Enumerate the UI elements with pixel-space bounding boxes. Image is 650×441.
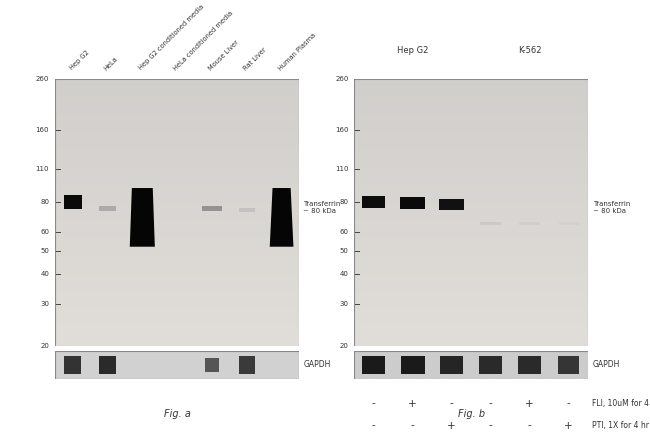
Text: +: + [564,421,573,430]
Bar [439,199,464,210]
Bar [400,197,425,209]
Bar [99,206,116,211]
Text: K-562: K-562 [518,46,541,56]
Text: 260: 260 [335,76,348,82]
Text: 160: 160 [335,127,348,133]
Text: -: - [489,421,493,430]
Polygon shape [130,188,155,247]
Text: Hep G2: Hep G2 [397,46,428,56]
Text: 50: 50 [339,248,348,254]
Bar [362,196,385,208]
Bar [519,356,541,374]
Text: -: - [567,399,571,408]
Text: Transferrin
~ 80 kDa: Transferrin ~ 80 kDa [593,201,630,214]
Text: GAPDH: GAPDH [303,360,331,370]
Bar [363,356,385,374]
Text: 30: 30 [40,301,49,307]
Bar [64,195,82,209]
Text: PTI, 1X for 4 hr: PTI, 1X for 4 hr [592,421,649,430]
Bar [519,222,541,225]
Text: 40: 40 [339,271,348,277]
Text: 30: 30 [339,301,348,307]
Text: Rat Liver: Rat Liver [242,46,268,71]
Bar [202,206,222,211]
Text: Fig. a: Fig. a [164,409,190,419]
Text: 40: 40 [40,271,49,277]
Polygon shape [270,188,293,247]
Bar [440,356,463,374]
Text: +: + [408,399,417,408]
Text: Hep G2 conditioned media: Hep G2 conditioned media [138,4,205,71]
Text: 80: 80 [339,199,348,205]
Text: HeLa: HeLa [103,55,120,71]
Bar [480,222,502,225]
Text: -: - [450,399,454,408]
Text: 20: 20 [339,343,348,349]
Text: GAPDH: GAPDH [593,360,620,370]
Text: 50: 50 [40,248,49,254]
Text: -: - [411,421,415,430]
Text: Mouse Liver: Mouse Liver [208,39,240,71]
Bar [205,358,218,372]
Bar [64,356,81,374]
Text: 20: 20 [40,343,49,349]
Bar [479,356,502,374]
Text: 260: 260 [36,76,49,82]
Text: 110: 110 [335,166,348,172]
Text: 160: 160 [36,127,49,133]
Bar [99,355,116,374]
Bar [400,356,425,374]
Bar [239,209,255,212]
Text: Hep G2: Hep G2 [68,50,90,71]
Bar [559,222,578,225]
Text: FLI, 10uM for 4 hr: FLI, 10uM for 4 hr [592,399,650,408]
Text: 80: 80 [40,199,49,205]
Text: 110: 110 [36,166,49,172]
Text: -: - [528,421,532,430]
Text: -: - [372,421,376,430]
Text: Fig. b: Fig. b [458,409,485,419]
Text: +: + [525,399,534,408]
Text: +: + [447,421,456,430]
Text: Human Plasma: Human Plasma [278,32,317,71]
Text: HeLa conditioned media: HeLa conditioned media [173,10,235,71]
Bar [239,356,255,374]
Text: 60: 60 [339,229,348,235]
Text: -: - [372,399,376,408]
Text: Transferrin
~ 80 kDa: Transferrin ~ 80 kDa [303,201,341,214]
Bar [558,356,580,374]
Text: 60: 60 [40,229,49,235]
Text: -: - [489,399,493,408]
